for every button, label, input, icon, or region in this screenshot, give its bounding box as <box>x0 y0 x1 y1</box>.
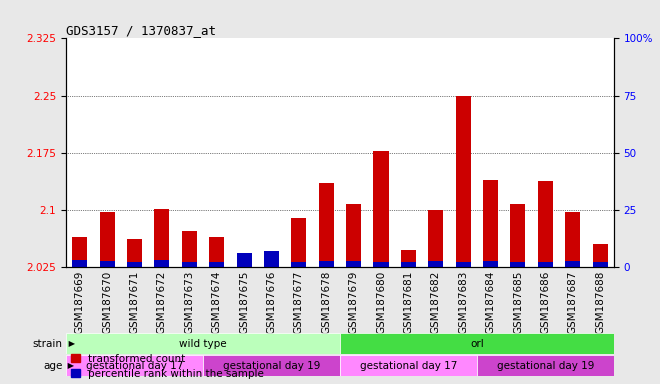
Bar <box>236 253 251 267</box>
Text: GSM187683: GSM187683 <box>458 270 468 334</box>
Bar <box>593 244 608 267</box>
Bar <box>593 262 608 267</box>
Bar <box>477 355 614 376</box>
Text: GSM187671: GSM187671 <box>129 270 139 334</box>
Text: GSM187674: GSM187674 <box>212 270 222 334</box>
Bar <box>127 262 142 267</box>
Bar <box>510 204 525 267</box>
Bar <box>209 262 224 267</box>
Bar <box>66 333 340 354</box>
Bar <box>72 260 87 267</box>
Legend: transformed count, percentile rank within the sample: transformed count, percentile rank withi… <box>71 354 264 379</box>
Text: age: age <box>44 361 63 371</box>
Bar <box>483 261 498 267</box>
Bar <box>401 262 416 267</box>
Bar <box>264 263 279 267</box>
Text: wild type: wild type <box>179 339 227 349</box>
Bar <box>236 265 251 267</box>
Text: GSM187687: GSM187687 <box>568 270 578 334</box>
Bar <box>72 237 87 267</box>
Bar <box>455 262 471 267</box>
Text: gestational day 17: gestational day 17 <box>86 361 183 371</box>
Bar <box>538 181 553 267</box>
Bar <box>565 212 580 267</box>
Bar <box>154 260 170 267</box>
Text: GSM187682: GSM187682 <box>431 270 441 334</box>
Bar <box>455 96 471 267</box>
Bar <box>374 151 389 267</box>
Bar <box>374 262 389 267</box>
Text: GSM187675: GSM187675 <box>239 270 249 334</box>
Bar <box>340 333 614 354</box>
Text: GSM187680: GSM187680 <box>376 270 386 334</box>
Bar <box>209 237 224 267</box>
Bar <box>154 209 170 267</box>
Text: GSM187685: GSM187685 <box>513 270 523 334</box>
Bar <box>538 262 553 267</box>
Bar <box>291 218 306 267</box>
Bar <box>346 204 361 267</box>
Bar <box>428 210 444 267</box>
Text: gestational day 19: gestational day 19 <box>496 361 594 371</box>
Text: GSM187677: GSM187677 <box>294 270 304 334</box>
Text: GSM187673: GSM187673 <box>184 270 194 334</box>
Text: GSM187676: GSM187676 <box>267 270 277 334</box>
Bar <box>483 180 498 267</box>
Text: GSM187678: GSM187678 <box>321 270 331 334</box>
Bar <box>510 262 525 267</box>
Text: GSM187672: GSM187672 <box>157 270 167 334</box>
Text: GSM187669: GSM187669 <box>75 270 84 334</box>
Bar <box>100 212 115 267</box>
Bar <box>182 262 197 267</box>
Bar <box>401 250 416 267</box>
Text: GSM187686: GSM187686 <box>541 270 550 334</box>
Text: GSM187681: GSM187681 <box>403 270 413 334</box>
Text: orl: orl <box>470 339 484 349</box>
Bar <box>319 261 334 267</box>
Bar <box>66 355 203 376</box>
Bar <box>264 251 279 267</box>
Text: GSM187688: GSM187688 <box>595 270 605 334</box>
Bar <box>319 183 334 267</box>
Bar <box>182 231 197 267</box>
Bar <box>565 261 580 267</box>
Text: GSM187670: GSM187670 <box>102 270 112 334</box>
Bar <box>127 239 142 267</box>
Bar <box>291 262 306 267</box>
Bar <box>428 261 444 267</box>
Bar <box>340 355 477 376</box>
Bar <box>203 355 340 376</box>
Text: gestational day 17: gestational day 17 <box>360 361 457 371</box>
Bar <box>100 261 115 267</box>
Text: ▶: ▶ <box>66 339 75 348</box>
Bar <box>346 261 361 267</box>
Text: GDS3157 / 1370837_at: GDS3157 / 1370837_at <box>66 24 216 37</box>
Text: ▶: ▶ <box>65 361 75 370</box>
Text: GSM187684: GSM187684 <box>486 270 496 334</box>
Text: gestational day 19: gestational day 19 <box>222 361 320 371</box>
Text: strain: strain <box>33 339 63 349</box>
Text: GSM187679: GSM187679 <box>348 270 358 334</box>
